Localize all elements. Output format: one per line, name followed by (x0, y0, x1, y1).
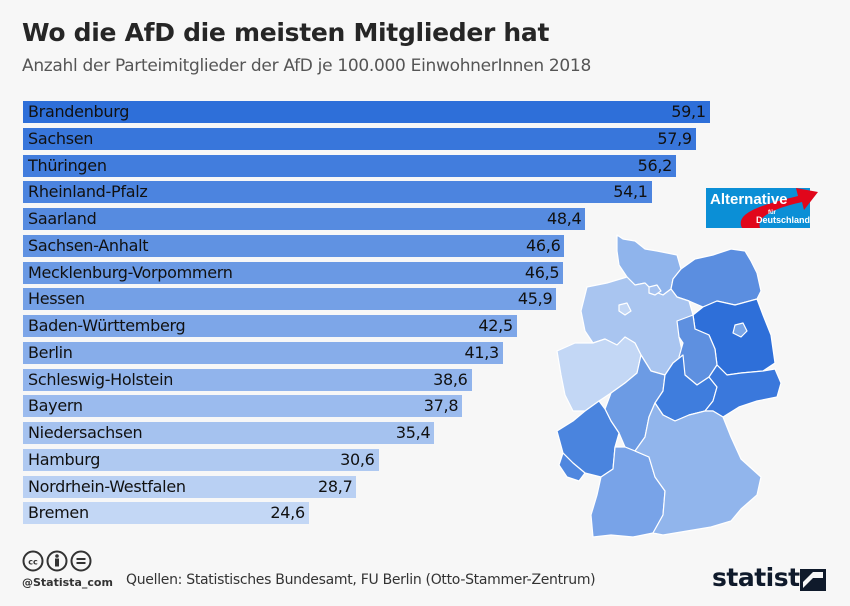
germany-map (556, 234, 782, 538)
bar-category-label: Hamburg (28, 449, 101, 469)
bar-category-label: Bremen (28, 503, 89, 523)
bar (23, 502, 309, 525)
bar-value-label: 48,4 (546, 209, 582, 228)
source-note: Quellen: Statistisches Bundesamt, FU Ber… (126, 572, 596, 588)
bar-value-label: 37,8 (423, 396, 459, 416)
map-state-saarland (558, 452, 586, 482)
bar-category-label: Thüringen (28, 155, 107, 175)
bar-value-label: 42,5 (478, 316, 513, 335)
bar-value-label: 46,5 (524, 262, 560, 282)
bar (23, 127, 696, 150)
bar-value-label: 28,7 (318, 476, 353, 496)
bar-category-label: Nordrhein-Westfalen (28, 476, 186, 496)
bar (23, 368, 472, 391)
bar-value-label: 56,2 (637, 155, 673, 175)
bar-value-label: 41,3 (464, 342, 499, 362)
bar (23, 395, 463, 418)
bar-category-label: Rheinland-Pfalz (28, 182, 148, 202)
bar-value-label: 54,1 (613, 182, 648, 202)
statista-handle[interactable]: @Statista_com (22, 576, 113, 589)
bar-value-label: 35,4 (395, 423, 431, 442)
bar-category-label: Niedersachsen (28, 423, 143, 442)
map-state-bremen (618, 302, 632, 316)
bar (23, 422, 435, 444)
bar (23, 234, 565, 257)
bar-category-label: Sachsen-Anhalt (28, 235, 149, 255)
afd-logo: Alternative für Deutschland (706, 188, 818, 228)
statista-logo[interactable]: statista (712, 563, 816, 592)
statista-mark-icon (800, 569, 826, 591)
bar (23, 448, 379, 471)
bar (23, 475, 357, 498)
bar (23, 154, 677, 177)
svg-text:cc: cc (28, 558, 38, 567)
bar (23, 208, 586, 230)
bar-category-label: Bayern (28, 396, 83, 416)
bar-category-label: Sachsen (28, 128, 94, 148)
nd-icon (70, 550, 92, 572)
map-state-mecklenburg-vorpommern (670, 248, 762, 308)
map-state-bayern (634, 402, 762, 536)
bar (23, 315, 517, 337)
bar-value-label: 46,6 (526, 235, 561, 255)
bar-category-label: Berlin (28, 342, 73, 362)
bar-category-label: Baden-Württemberg (28, 316, 186, 335)
bar-category-label: Brandenburg (28, 102, 130, 121)
bar-category-label: Saarland (28, 209, 97, 228)
chart-subtitle: Anzahl der Parteimitglieder der AfD je 1… (22, 56, 591, 76)
bar (23, 261, 564, 284)
bar-value-label: 45,9 (517, 289, 553, 309)
bar-value-label: 38,6 (433, 369, 468, 389)
bar (23, 341, 503, 364)
bar-category-label: Mecklenburg-Vorpommern (28, 262, 233, 282)
logo-line3: Deutschland (756, 215, 810, 225)
bar (23, 181, 652, 204)
bar-value-label: 30,6 (340, 449, 375, 469)
bar-value-label: 59,1 (671, 102, 706, 121)
by-icon (46, 550, 68, 572)
bar (23, 288, 557, 311)
map-state-berlin (732, 322, 748, 338)
chart-title: Wo die AfD die meisten Mitglieder hat (22, 18, 550, 47)
license-icons: cc (22, 550, 94, 576)
bar-category-label: Hessen (28, 289, 85, 309)
bar-value-label: 57,9 (657, 128, 692, 148)
bar-value-label: 24,6 (270, 503, 305, 523)
map-state-sachsen (704, 364, 782, 418)
map-state-hamburg (648, 284, 662, 296)
bar (23, 101, 710, 123)
cc-icon: cc (22, 550, 44, 572)
bar-category-label: Schleswig-Holstein (28, 369, 174, 389)
logo-line2: für (768, 210, 777, 216)
logo-line1: Alternative (710, 191, 788, 208)
